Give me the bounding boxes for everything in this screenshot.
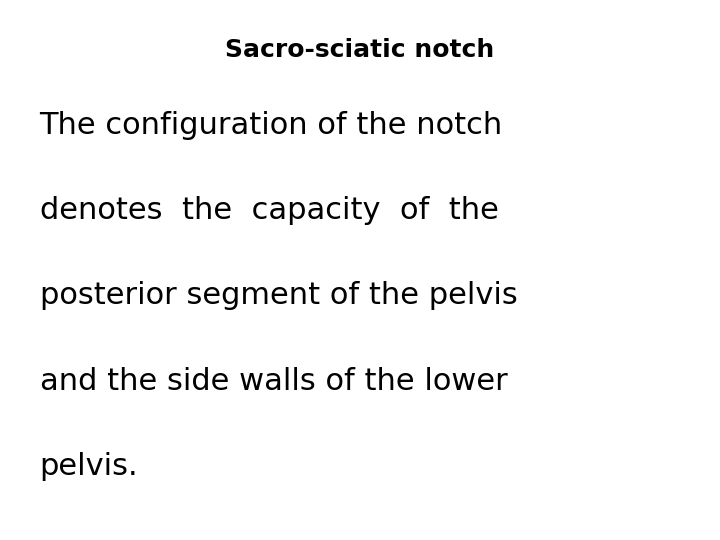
Text: and the side walls of the lower: and the side walls of the lower <box>40 367 508 396</box>
Text: pelvis.: pelvis. <box>40 452 138 481</box>
Text: denotes  the  capacity  of  the: denotes the capacity of the <box>40 196 498 225</box>
Text: Sacro-sciatic notch: Sacro-sciatic notch <box>225 38 495 62</box>
Text: posterior segment of the pelvis: posterior segment of the pelvis <box>40 281 518 310</box>
Text: The configuration of the notch: The configuration of the notch <box>40 111 503 140</box>
